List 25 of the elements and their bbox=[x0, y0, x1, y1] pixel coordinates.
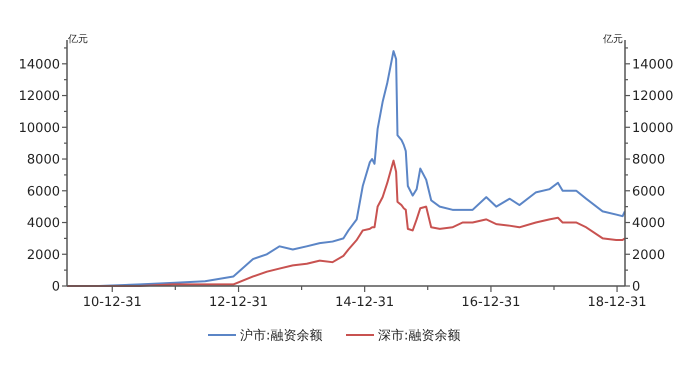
y2-tick-label: 2000 bbox=[632, 248, 666, 263]
legend-label: 沪市:融资余额 bbox=[240, 328, 322, 344]
y-tick-label: 0 bbox=[52, 280, 60, 295]
y-tick-label: 8000 bbox=[26, 152, 60, 168]
y-tick-label: 12000 bbox=[18, 89, 60, 104]
x-tick-label: 16-12-31 bbox=[461, 295, 520, 310]
x-tick-label: 12-12-31 bbox=[209, 295, 268, 310]
y2-tick-label: 6000 bbox=[632, 184, 666, 200]
y2-tick-label: 0 bbox=[632, 280, 640, 295]
x-tick-label: 10-12-31 bbox=[82, 295, 142, 310]
y2-tick-label: 12000 bbox=[632, 89, 674, 104]
legend-label: 深市:融资余额 bbox=[378, 328, 460, 344]
y2-tick-label: 8000 bbox=[632, 152, 666, 168]
y-tick-label: 4000 bbox=[26, 216, 60, 232]
y2-tick-label: 14000 bbox=[632, 57, 674, 72]
x-tick-label: 14-12-31 bbox=[335, 295, 394, 310]
y-axis-title: 亿元 bbox=[67, 34, 88, 45]
y2-axis-title: 亿元 bbox=[602, 34, 623, 45]
y2-tick-label: 10000 bbox=[632, 120, 674, 136]
y-tick-label: 6000 bbox=[26, 184, 60, 200]
y-tick-label: 14000 bbox=[18, 57, 60, 72]
x-tick-label: 18-12-31 bbox=[588, 295, 647, 310]
y-tick-label: 2000 bbox=[26, 248, 60, 263]
y2-tick-label: 4000 bbox=[632, 216, 666, 232]
y-tick-label: 10000 bbox=[18, 120, 60, 136]
